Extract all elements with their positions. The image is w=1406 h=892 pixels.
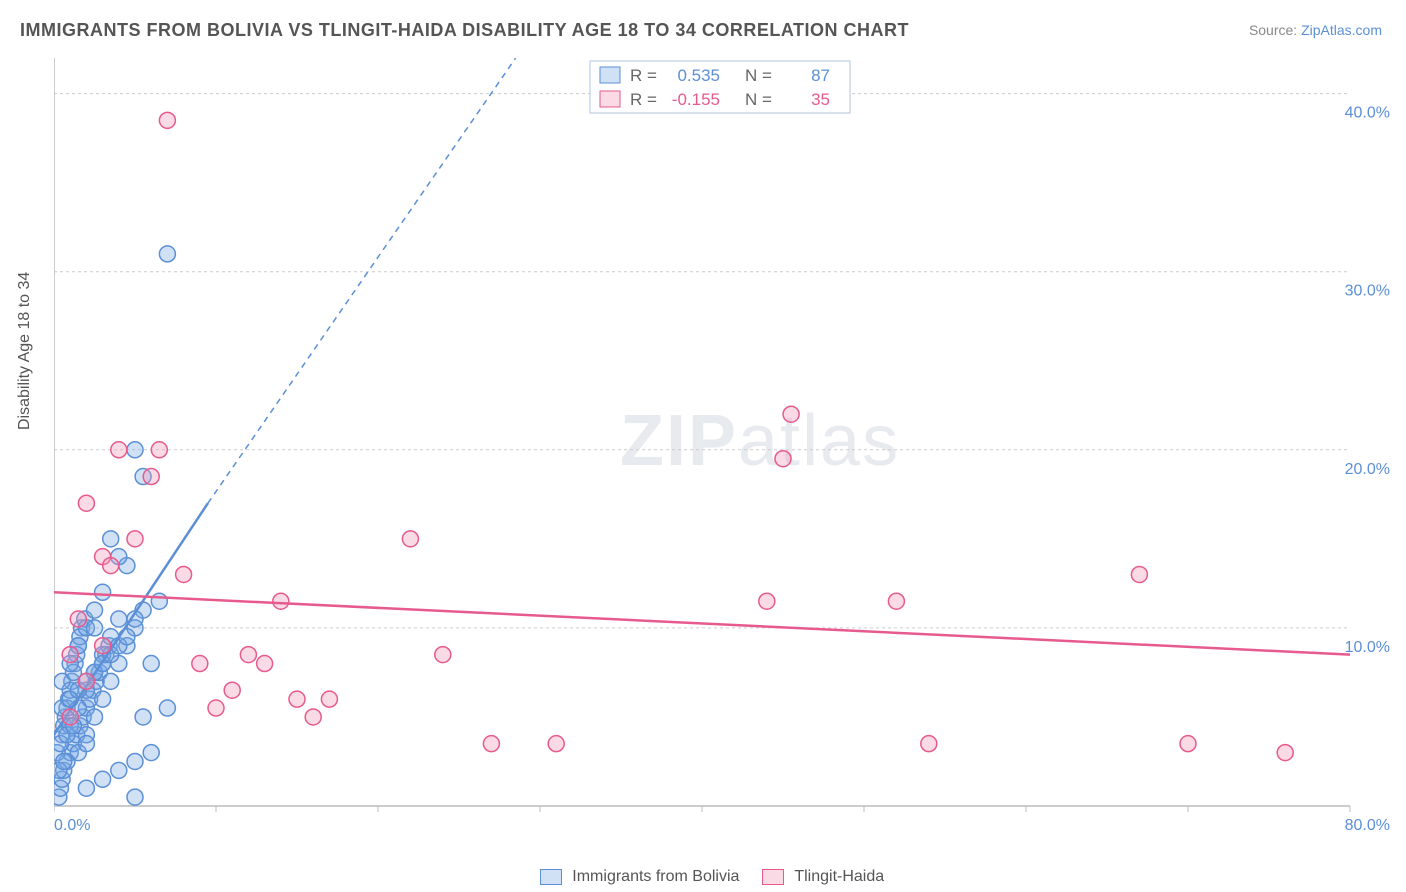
legend-swatch-bolivia	[540, 869, 562, 885]
chart-title: IMMIGRANTS FROM BOLIVIA VS TLINGIT-HAIDA…	[20, 20, 909, 41]
svg-text:N =: N =	[745, 90, 772, 109]
svg-text:87: 87	[811, 66, 830, 85]
svg-text:-0.155: -0.155	[672, 90, 720, 109]
svg-text:N =: N =	[745, 66, 772, 85]
svg-text:80.0%: 80.0%	[1345, 817, 1390, 834]
svg-text:35: 35	[811, 90, 830, 109]
source-prefix: Source:	[1249, 22, 1301, 38]
y-axis-label: Disability Age 18 to 34	[16, 272, 34, 430]
plot-svg: 10.0% 20.0% 30.0% 40.0% 0.0% 80.0% R = 0.535 N =…	[54, 58, 1394, 834]
chart-container: IMMIGRANTS FROM BOLIVIA VS TLINGIT-HAIDA…	[0, 0, 1406, 892]
legend-label-tlingit: Tlingit-Haida	[794, 868, 884, 885]
svg-text:30.0%: 30.0%	[1345, 283, 1390, 300]
legend-label-bolivia: Immigrants from Bolivia	[572, 868, 739, 885]
svg-text:0.0%: 0.0%	[54, 817, 90, 834]
svg-text:R =: R =	[630, 66, 657, 85]
svg-text:10.0%: 10.0%	[1345, 639, 1390, 656]
source-attribution: Source: ZipAtlas.com	[1249, 22, 1382, 38]
scatter-plot: 10.0% 20.0% 30.0% 40.0% 0.0% 80.0% R = 0.535 N =…	[54, 58, 1394, 834]
series-legend: Immigrants from Bolivia Tlingit-Haida	[0, 868, 1406, 886]
svg-text:40.0%: 40.0%	[1345, 105, 1390, 122]
legend-swatch-tlingit	[762, 869, 784, 885]
svg-text:20.0%: 20.0%	[1345, 461, 1390, 478]
svg-text:R =: R =	[630, 90, 657, 109]
source-link[interactable]: ZipAtlas.com	[1301, 22, 1382, 38]
svg-text:0.535: 0.535	[677, 66, 720, 85]
